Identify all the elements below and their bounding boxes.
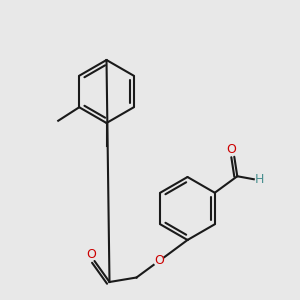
- Text: O: O: [154, 254, 164, 268]
- Text: O: O: [226, 143, 236, 156]
- Text: H: H: [255, 173, 265, 186]
- Text: O: O: [87, 248, 96, 261]
